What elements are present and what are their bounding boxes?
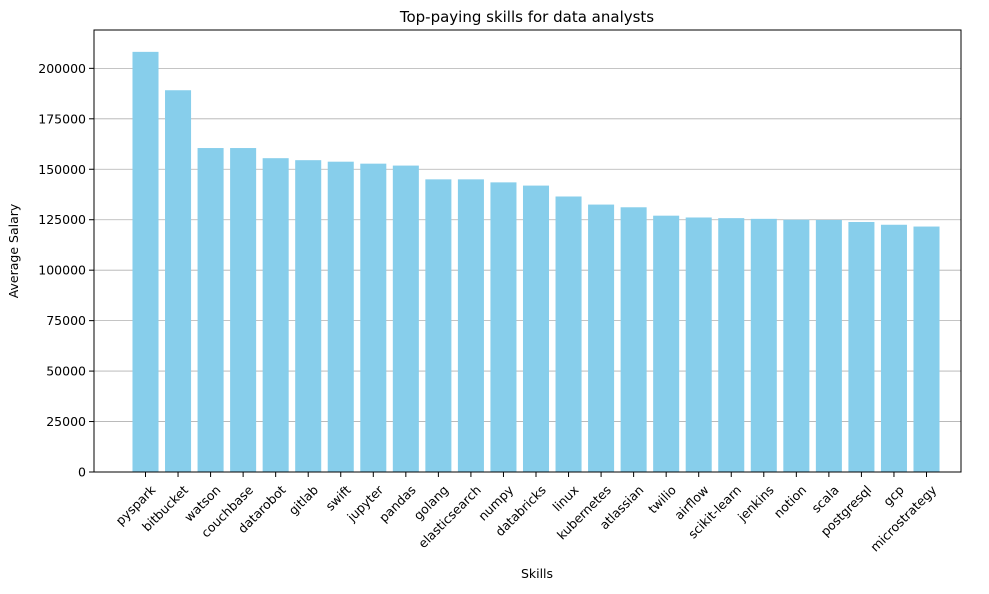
y-tick-label: 150000 [38, 162, 86, 177]
chart-title: Top-paying skills for data analysts [399, 8, 654, 26]
bar-twilio [653, 215, 680, 472]
bar-scala [815, 219, 842, 472]
bar-couchbase [230, 148, 257, 473]
x-axis-ticks: pysparkbitbucketwatsoncouchbasedatarobot… [113, 472, 940, 555]
bar-microstrategy [913, 226, 940, 472]
bar-numpy [490, 182, 517, 472]
y-tick-label: 200000 [38, 61, 86, 76]
bar-elasticsearch [457, 179, 484, 472]
bar-pandas [392, 165, 419, 472]
bar-notion [783, 219, 810, 472]
x-axis-label: Skills [521, 566, 553, 581]
plot-frame [93, 29, 962, 473]
bars [132, 51, 940, 473]
x-tick-label: gcp [880, 482, 907, 509]
y-tick-label: 175000 [38, 111, 86, 126]
bar-bitbucket [165, 90, 192, 473]
bar-pyspark [132, 51, 159, 473]
x-tick-label: jenkins [734, 482, 777, 525]
bar-watson [197, 148, 224, 473]
bar-linux [555, 196, 582, 472]
bar-scikit-learn [718, 218, 745, 472]
y-tick-label: 100000 [38, 263, 86, 278]
bar-atlassian [620, 207, 647, 473]
bar-gitlab [295, 160, 322, 472]
bar-gcp [880, 224, 907, 472]
y-axis-label: Average Salary [6, 203, 21, 298]
y-tick-label: 25000 [46, 414, 86, 429]
x-tick-label: pandas [376, 482, 419, 525]
bar-swift [327, 161, 354, 473]
y-tick-label: 0 [78, 465, 86, 480]
bar-datarobot [262, 158, 289, 472]
bar-jenkins [750, 218, 777, 472]
y-axis-ticks: 0 25000 50000 75000 100000 125000 150000 175000… [38, 61, 94, 480]
x-tick-label: gitlab [285, 482, 321, 518]
bar-airflow [685, 217, 712, 472]
bar-golang [425, 179, 452, 472]
bar-databricks [522, 185, 550, 472]
y-tick-label: 75000 [46, 313, 86, 328]
x-tick-label: notion [771, 482, 810, 521]
bar-jupyter [360, 163, 387, 472]
bar-postgresql [848, 221, 875, 472]
y-tick-label: 50000 [46, 364, 86, 379]
y-tick-label: 125000 [38, 212, 86, 227]
bar-kubernetes [588, 204, 615, 473]
